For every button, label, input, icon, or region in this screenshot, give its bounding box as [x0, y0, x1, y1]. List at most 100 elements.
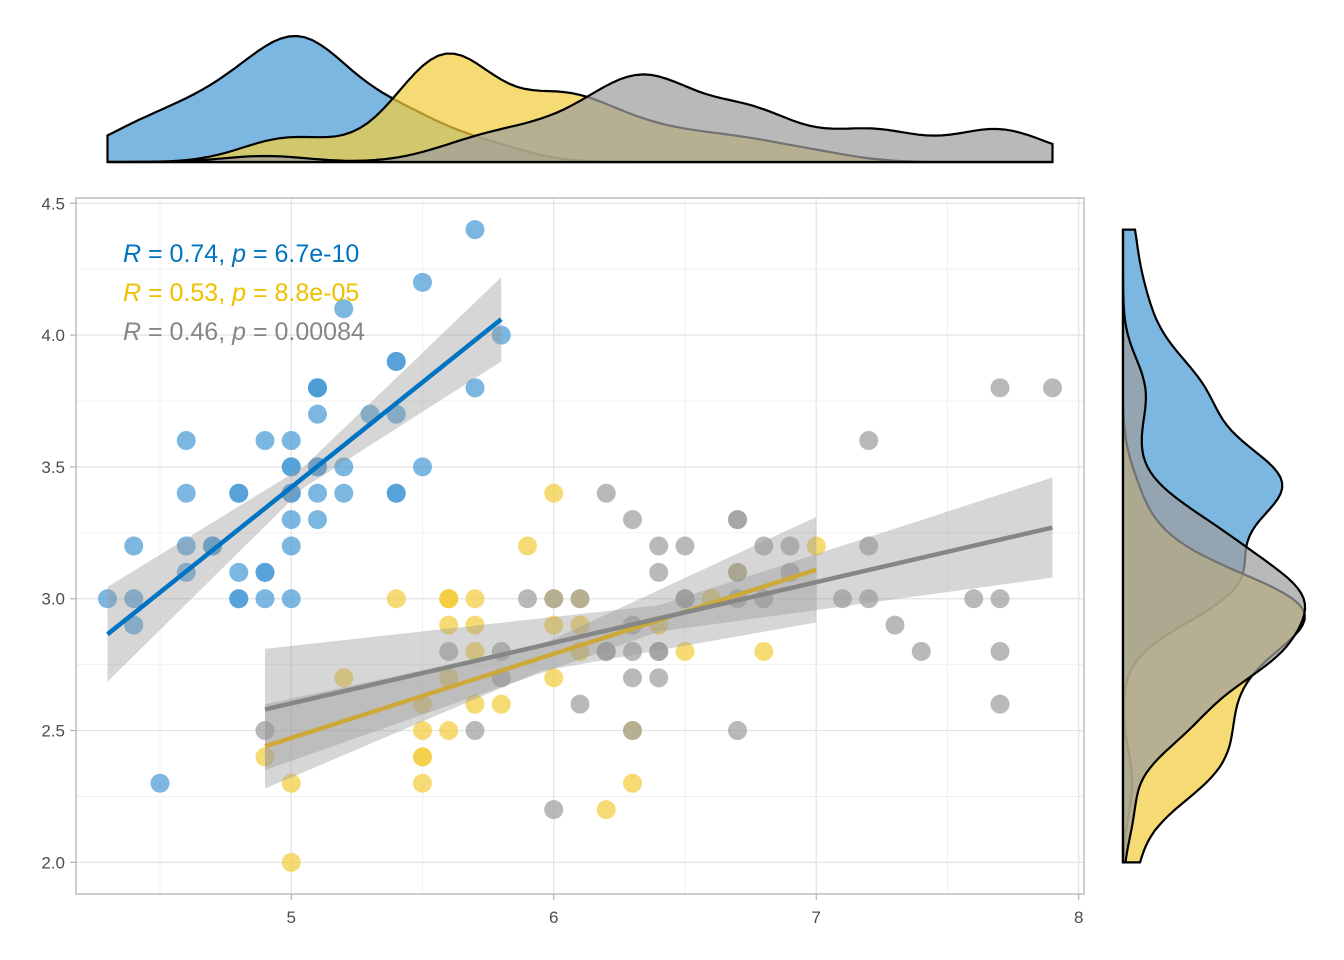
- data-point-series-2: [518, 536, 537, 556]
- data-point-series-1: [334, 483, 354, 503]
- data-point-series-2: [623, 773, 642, 793]
- data-point-series-2: [465, 615, 485, 635]
- data-point-series-1: [98, 589, 117, 609]
- y-tick-label: 3.5: [41, 458, 65, 477]
- data-point-series-2: [386, 589, 406, 609]
- data-point-series-2: [413, 773, 432, 793]
- regression-line-series-2: [264, 567, 817, 749]
- density-curve-y-series-3: [1121, 229, 1307, 864]
- data-point-series-3: [570, 694, 590, 714]
- data-point-series-1: [308, 378, 327, 398]
- data-point-series-1: [176, 536, 196, 556]
- data-point-series-3: [728, 562, 747, 582]
- data-point-series-3: [859, 589, 879, 609]
- data-point-series-2: [439, 721, 459, 741]
- y-tick-label: 3.0: [41, 590, 65, 609]
- data-point-series-3: [911, 641, 931, 661]
- data-point-series-3: [623, 510, 642, 530]
- data-point-series-3: [255, 721, 275, 741]
- data-point-series-3: [728, 721, 747, 741]
- data-point-series-1: [255, 589, 275, 609]
- data-point-series-1: [255, 562, 275, 582]
- data-point-series-3: [859, 536, 879, 556]
- data-point-series-1: [413, 272, 432, 292]
- data-point-series-3: [649, 536, 669, 556]
- data-point-series-1: [124, 615, 144, 635]
- data-point-series-1: [281, 457, 301, 477]
- confidence-band-series-2: [265, 517, 817, 789]
- data-point-series-1: [229, 483, 249, 503]
- data-point-series-3: [518, 589, 537, 609]
- data-point-series-2: [544, 483, 564, 503]
- data-point-series-1: [386, 483, 406, 503]
- data-point-series-1: [176, 431, 196, 451]
- data-point-series-2: [570, 615, 590, 635]
- data-point-series-1: [308, 510, 327, 530]
- density-curve-x-series-3: [107, 73, 1054, 164]
- correlation-labels: R = 0.74, p = 6.7e-10 R = 0.53, p = 8.8e-…: [123, 240, 365, 346]
- x-tick-label: 8: [1074, 908, 1083, 927]
- data-point-series-3: [596, 641, 616, 661]
- data-point-series-2: [413, 747, 432, 767]
- data-point-series-2: [491, 694, 511, 714]
- data-point-series-2: [465, 694, 485, 714]
- data-point-series-3: [859, 431, 879, 451]
- data-point-series-1: [229, 589, 249, 609]
- data-point-series-3: [465, 721, 485, 741]
- data-point-series-1: [308, 483, 327, 503]
- data-point-series-1: [334, 457, 354, 477]
- data-point-series-1: [465, 378, 485, 398]
- data-point-series-1: [150, 773, 170, 793]
- regression-line-series-3: [264, 525, 1054, 712]
- y-tick-label: 2.5: [41, 722, 65, 741]
- data-point-series-3: [964, 589, 984, 609]
- data-point-series-2: [281, 852, 301, 872]
- data-point-series-1: [281, 536, 301, 556]
- data-point-series-3: [544, 800, 564, 820]
- data-point-series-3: [649, 562, 669, 582]
- correlation-label-series-2: R = 0.53, p = 8.8e-05: [123, 279, 359, 307]
- data-point-series-2: [255, 747, 275, 767]
- data-point-series-3: [675, 589, 695, 609]
- data-point-series-3: [754, 536, 774, 556]
- data-point-series-1: [281, 431, 301, 451]
- data-point-series-1: [413, 457, 432, 477]
- data-point-series-3: [885, 615, 905, 635]
- data-point-series-1: [124, 536, 144, 556]
- data-point-series-2: [439, 615, 459, 635]
- right-marginal-density: [1121, 228, 1307, 864]
- data-point-series-1: [386, 351, 406, 371]
- data-point-series-2: [465, 641, 485, 661]
- data-point-series-3: [649, 668, 669, 688]
- data-point-series-2: [544, 668, 564, 688]
- confidence-band-series-3: [265, 477, 1053, 771]
- data-point-series-2: [439, 668, 459, 688]
- data-point-series-3: [675, 536, 695, 556]
- data-point-series-3: [833, 589, 852, 609]
- data-point-series-3: [439, 641, 459, 661]
- data-point-series-3: [728, 510, 747, 530]
- data-point-series-3: [544, 589, 564, 609]
- data-point-series-1: [124, 589, 144, 609]
- regression-line-series-1: [106, 317, 503, 637]
- data-point-series-2: [439, 589, 459, 609]
- data-point-series-3: [623, 721, 642, 741]
- data-point-series-3: [990, 589, 1010, 609]
- x-tick-label: 6: [549, 908, 558, 927]
- data-point-series-3: [623, 641, 642, 661]
- data-point-series-1: [203, 536, 222, 556]
- data-point-series-1: [465, 220, 485, 240]
- data-point-series-1: [334, 299, 354, 319]
- data-point-series-2: [544, 615, 564, 635]
- data-point-series-2: [675, 641, 695, 661]
- axes: 5 6 7 8 2.0 2.5 3.0 3.5 4.0 4.5: [41, 194, 1083, 927]
- scatter-points: [98, 220, 1062, 872]
- x-tick-label: 5: [287, 908, 296, 927]
- correlation-label-series-1: R = 0.74, p = 6.7e-10: [123, 240, 359, 268]
- top-marginal-density: [106, 34, 1054, 164]
- data-point-series-1: [281, 589, 301, 609]
- y-tick-label: 2.0: [41, 853, 65, 872]
- data-point-series-1: [176, 483, 196, 503]
- data-point-series-1: [491, 325, 511, 345]
